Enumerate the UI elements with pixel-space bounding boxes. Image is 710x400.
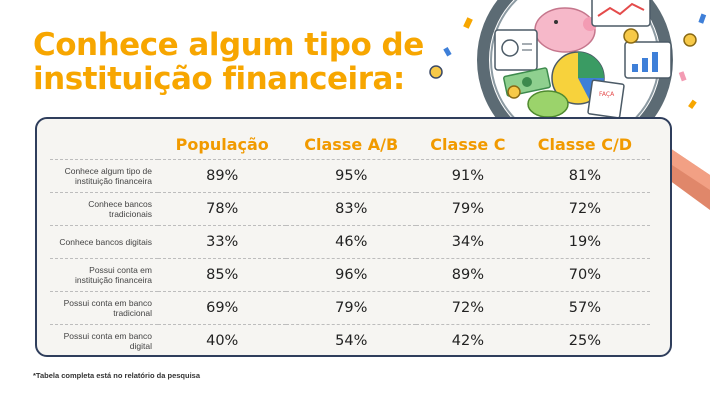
table-cell: 89% bbox=[158, 159, 287, 193]
table-row: Conhece bancos digitais 33% 46% 34% 19% bbox=[50, 225, 650, 259]
money-bag-icon bbox=[527, 90, 569, 118]
table-cell: 19% bbox=[519, 225, 650, 259]
receipt-badge-text: FAÇA bbox=[599, 91, 615, 98]
column-header-classe-cd: Classe C/D bbox=[537, 135, 633, 154]
table-cell: 40% bbox=[158, 324, 287, 357]
piggy-bank-icon bbox=[534, 7, 597, 53]
footnote: *Tabela completa está no relatório da pe… bbox=[33, 371, 200, 380]
table-row: Conhece algum tipo de instituição financ… bbox=[50, 159, 650, 193]
table-header-row: População Classe A/B Classe C Classe C/D bbox=[50, 130, 650, 160]
table-cell: 79% bbox=[416, 192, 520, 226]
table-row: Possui conta em banco tradicional 69% 79… bbox=[50, 291, 650, 325]
table-row: Possui conta em banco digital 40% 54% 42… bbox=[50, 324, 650, 357]
column-header-populacao: População bbox=[175, 135, 269, 154]
bar-chart-card-icon bbox=[624, 41, 672, 79]
line-chart-card-icon bbox=[591, 0, 651, 27]
table-row: Conhece bancos tradicionais 78% 83% 79% … bbox=[50, 192, 650, 226]
table-cell: 57% bbox=[519, 291, 650, 325]
row-label: Conhece algum tipo de instituição financ… bbox=[50, 159, 158, 193]
row-label: Possui conta em banco digital bbox=[50, 324, 158, 357]
table-cell: 72% bbox=[416, 291, 520, 325]
row-label: Possui conta em instituição financeira bbox=[50, 258, 158, 292]
row-label: Conhece bancos tradicionais bbox=[50, 192, 158, 226]
table-cell: 25% bbox=[519, 324, 650, 357]
row-label: Possui conta em banco tradicional bbox=[50, 291, 158, 325]
receipt-icon: FAÇA bbox=[587, 79, 625, 119]
table-cell: 78% bbox=[158, 192, 287, 226]
table-cell: 34% bbox=[416, 225, 520, 259]
title-line-1: Conhece algum tipo de bbox=[33, 27, 424, 63]
data-table: População Classe A/B Classe C Classe C/D… bbox=[50, 130, 650, 357]
header-row-label bbox=[50, 130, 158, 160]
table-cell: 42% bbox=[416, 324, 520, 357]
coin-icon bbox=[429, 28, 697, 99]
table-cell: 54% bbox=[286, 324, 417, 357]
table-cell: 33% bbox=[158, 225, 287, 259]
confetti-decoration bbox=[443, 13, 707, 109]
table-cell: 95% bbox=[286, 159, 417, 193]
table-cell: 70% bbox=[519, 258, 650, 292]
table-row: Possui conta em instituição financeira 8… bbox=[50, 258, 650, 292]
table-cell: 72% bbox=[519, 192, 650, 226]
table-cell: 79% bbox=[286, 291, 417, 325]
table-cell: 91% bbox=[416, 159, 520, 193]
table-cell: 85% bbox=[158, 258, 287, 292]
pie-chart-icon bbox=[551, 51, 605, 105]
row-label: Conhece bancos digitais bbox=[50, 225, 158, 259]
title-line-2: instituição financeira: bbox=[33, 61, 405, 97]
table-cell: 89% bbox=[416, 258, 520, 292]
table-cell: 81% bbox=[519, 159, 650, 193]
table-cell: 46% bbox=[286, 225, 417, 259]
column-header-classe-ab: Classe A/B bbox=[304, 135, 399, 154]
page-title: Conhece algum tipo de instituição financ… bbox=[33, 28, 424, 96]
banknote-icon bbox=[503, 67, 551, 97]
table-cell: 83% bbox=[286, 192, 417, 226]
table-cell: 96% bbox=[286, 258, 417, 292]
document-card-icon bbox=[494, 29, 538, 71]
table-cell: 69% bbox=[158, 291, 287, 325]
column-header-classe-c: Classe C bbox=[430, 135, 506, 154]
